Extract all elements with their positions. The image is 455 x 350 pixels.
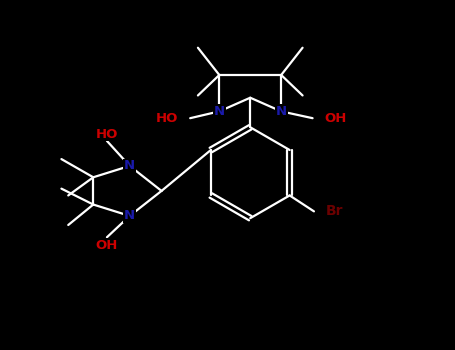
Text: OH: OH xyxy=(324,112,347,125)
Text: Br: Br xyxy=(325,204,343,218)
Text: HO: HO xyxy=(96,128,118,141)
Text: N: N xyxy=(124,209,135,222)
Text: N: N xyxy=(214,105,225,118)
Text: HO: HO xyxy=(156,112,178,125)
Text: OH: OH xyxy=(96,239,118,252)
Text: N: N xyxy=(276,105,287,118)
Text: N: N xyxy=(124,159,135,173)
